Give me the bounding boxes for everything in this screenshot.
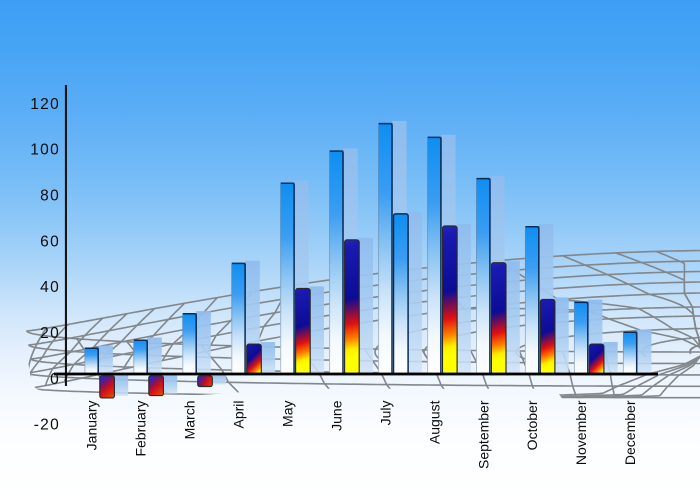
svg-text:January: January: [84, 401, 100, 451]
svg-text:March: March: [182, 401, 198, 440]
svg-text:40: 40: [40, 279, 60, 296]
svg-text:April: April: [231, 401, 247, 429]
svg-text:August: August: [426, 400, 442, 444]
svg-text:120: 120: [30, 96, 60, 113]
svg-text:0: 0: [50, 371, 60, 388]
svg-text:60: 60: [40, 233, 60, 250]
svg-text:20: 20: [40, 325, 60, 342]
svg-text:June: June: [328, 400, 344, 431]
svg-text:September: September: [475, 400, 491, 469]
svg-text:100: 100: [30, 142, 60, 159]
svg-text:May: May: [280, 401, 296, 427]
svg-text:December: December: [622, 400, 638, 465]
svg-text:-20: -20: [34, 417, 60, 434]
svg-text:October: October: [524, 400, 540, 450]
svg-text:80: 80: [40, 188, 60, 205]
svg-text:November: November: [573, 400, 589, 465]
svg-text:July: July: [377, 401, 393, 426]
svg-text:February: February: [133, 401, 149, 457]
